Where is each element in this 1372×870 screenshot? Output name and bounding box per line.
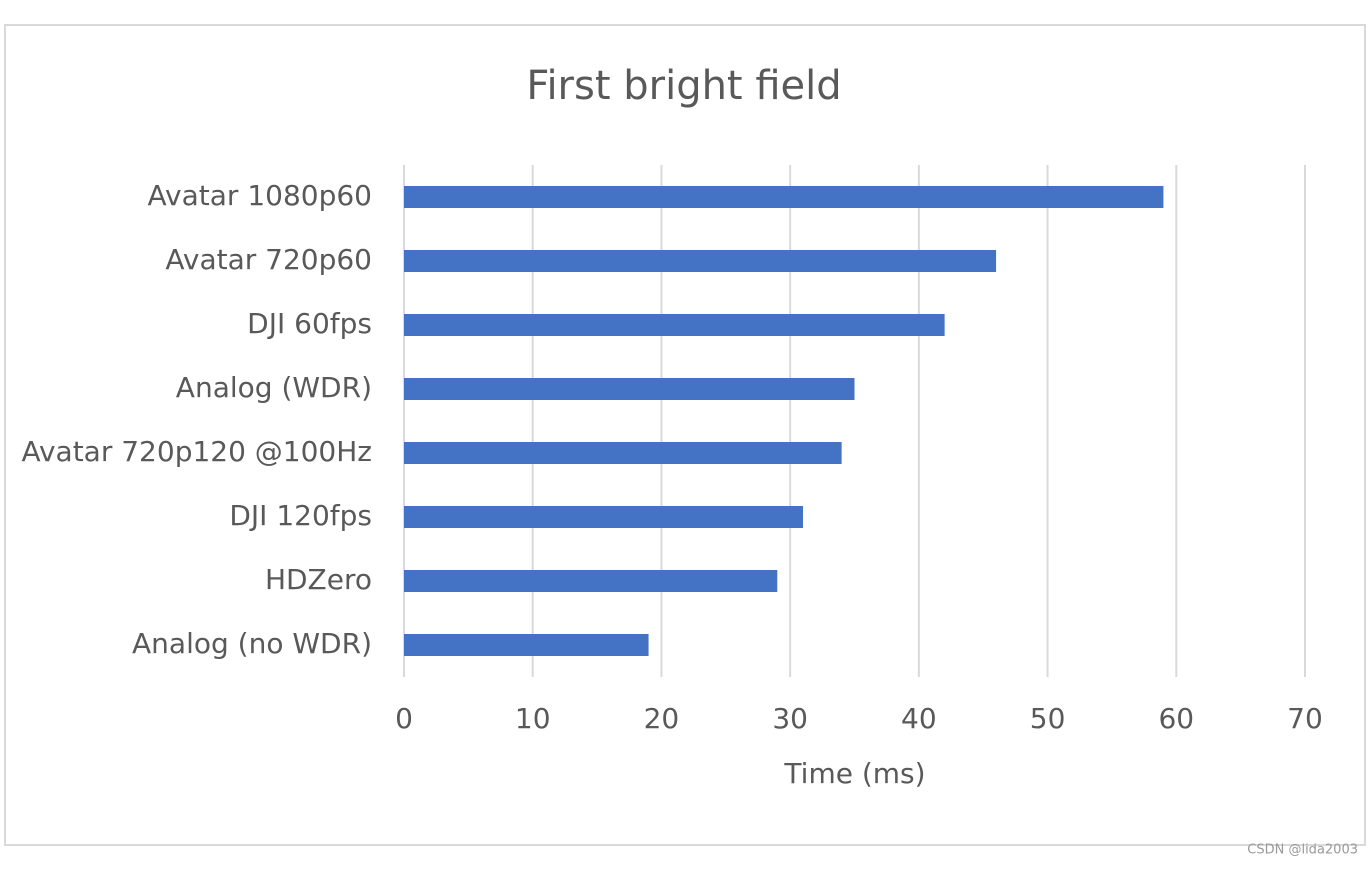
bar <box>404 570 778 592</box>
x-tick-label: 0 <box>395 702 413 735</box>
x-tick-label: 20 <box>644 702 680 735</box>
x-tick-label: 50 <box>1030 702 1066 735</box>
y-tick-label: Analog (WDR) <box>176 371 372 404</box>
y-tick-label: DJI 120fps <box>229 499 372 532</box>
chart-title: First bright field <box>526 63 841 109</box>
bar <box>404 506 804 528</box>
x-tick-label: 30 <box>772 702 808 735</box>
bar <box>404 442 842 464</box>
x-tick-label: 40 <box>901 702 937 735</box>
y-tick-label: Avatar 720p60 <box>165 243 372 276</box>
y-tick-label: Avatar 720p120 @100Hz <box>21 435 372 468</box>
bar <box>404 378 855 400</box>
y-tick-label: DJI 60fps <box>247 307 372 340</box>
bar <box>404 634 649 656</box>
y-tick-label: Avatar 1080p60 <box>148 179 372 212</box>
bar <box>404 314 945 336</box>
x-tick-label: 60 <box>1158 702 1194 735</box>
x-tick-label: 70 <box>1287 702 1323 735</box>
x-axis-label: Time (ms) <box>783 757 925 790</box>
bar <box>404 186 1164 208</box>
y-tick-label: HDZero <box>265 563 372 596</box>
chart-frame <box>4 24 1366 846</box>
bar <box>404 250 997 272</box>
x-tick-label: 10 <box>515 702 551 735</box>
y-tick-label: Analog (no WDR) <box>132 627 372 660</box>
watermark: CSDN @lida2003 <box>1247 843 1358 858</box>
